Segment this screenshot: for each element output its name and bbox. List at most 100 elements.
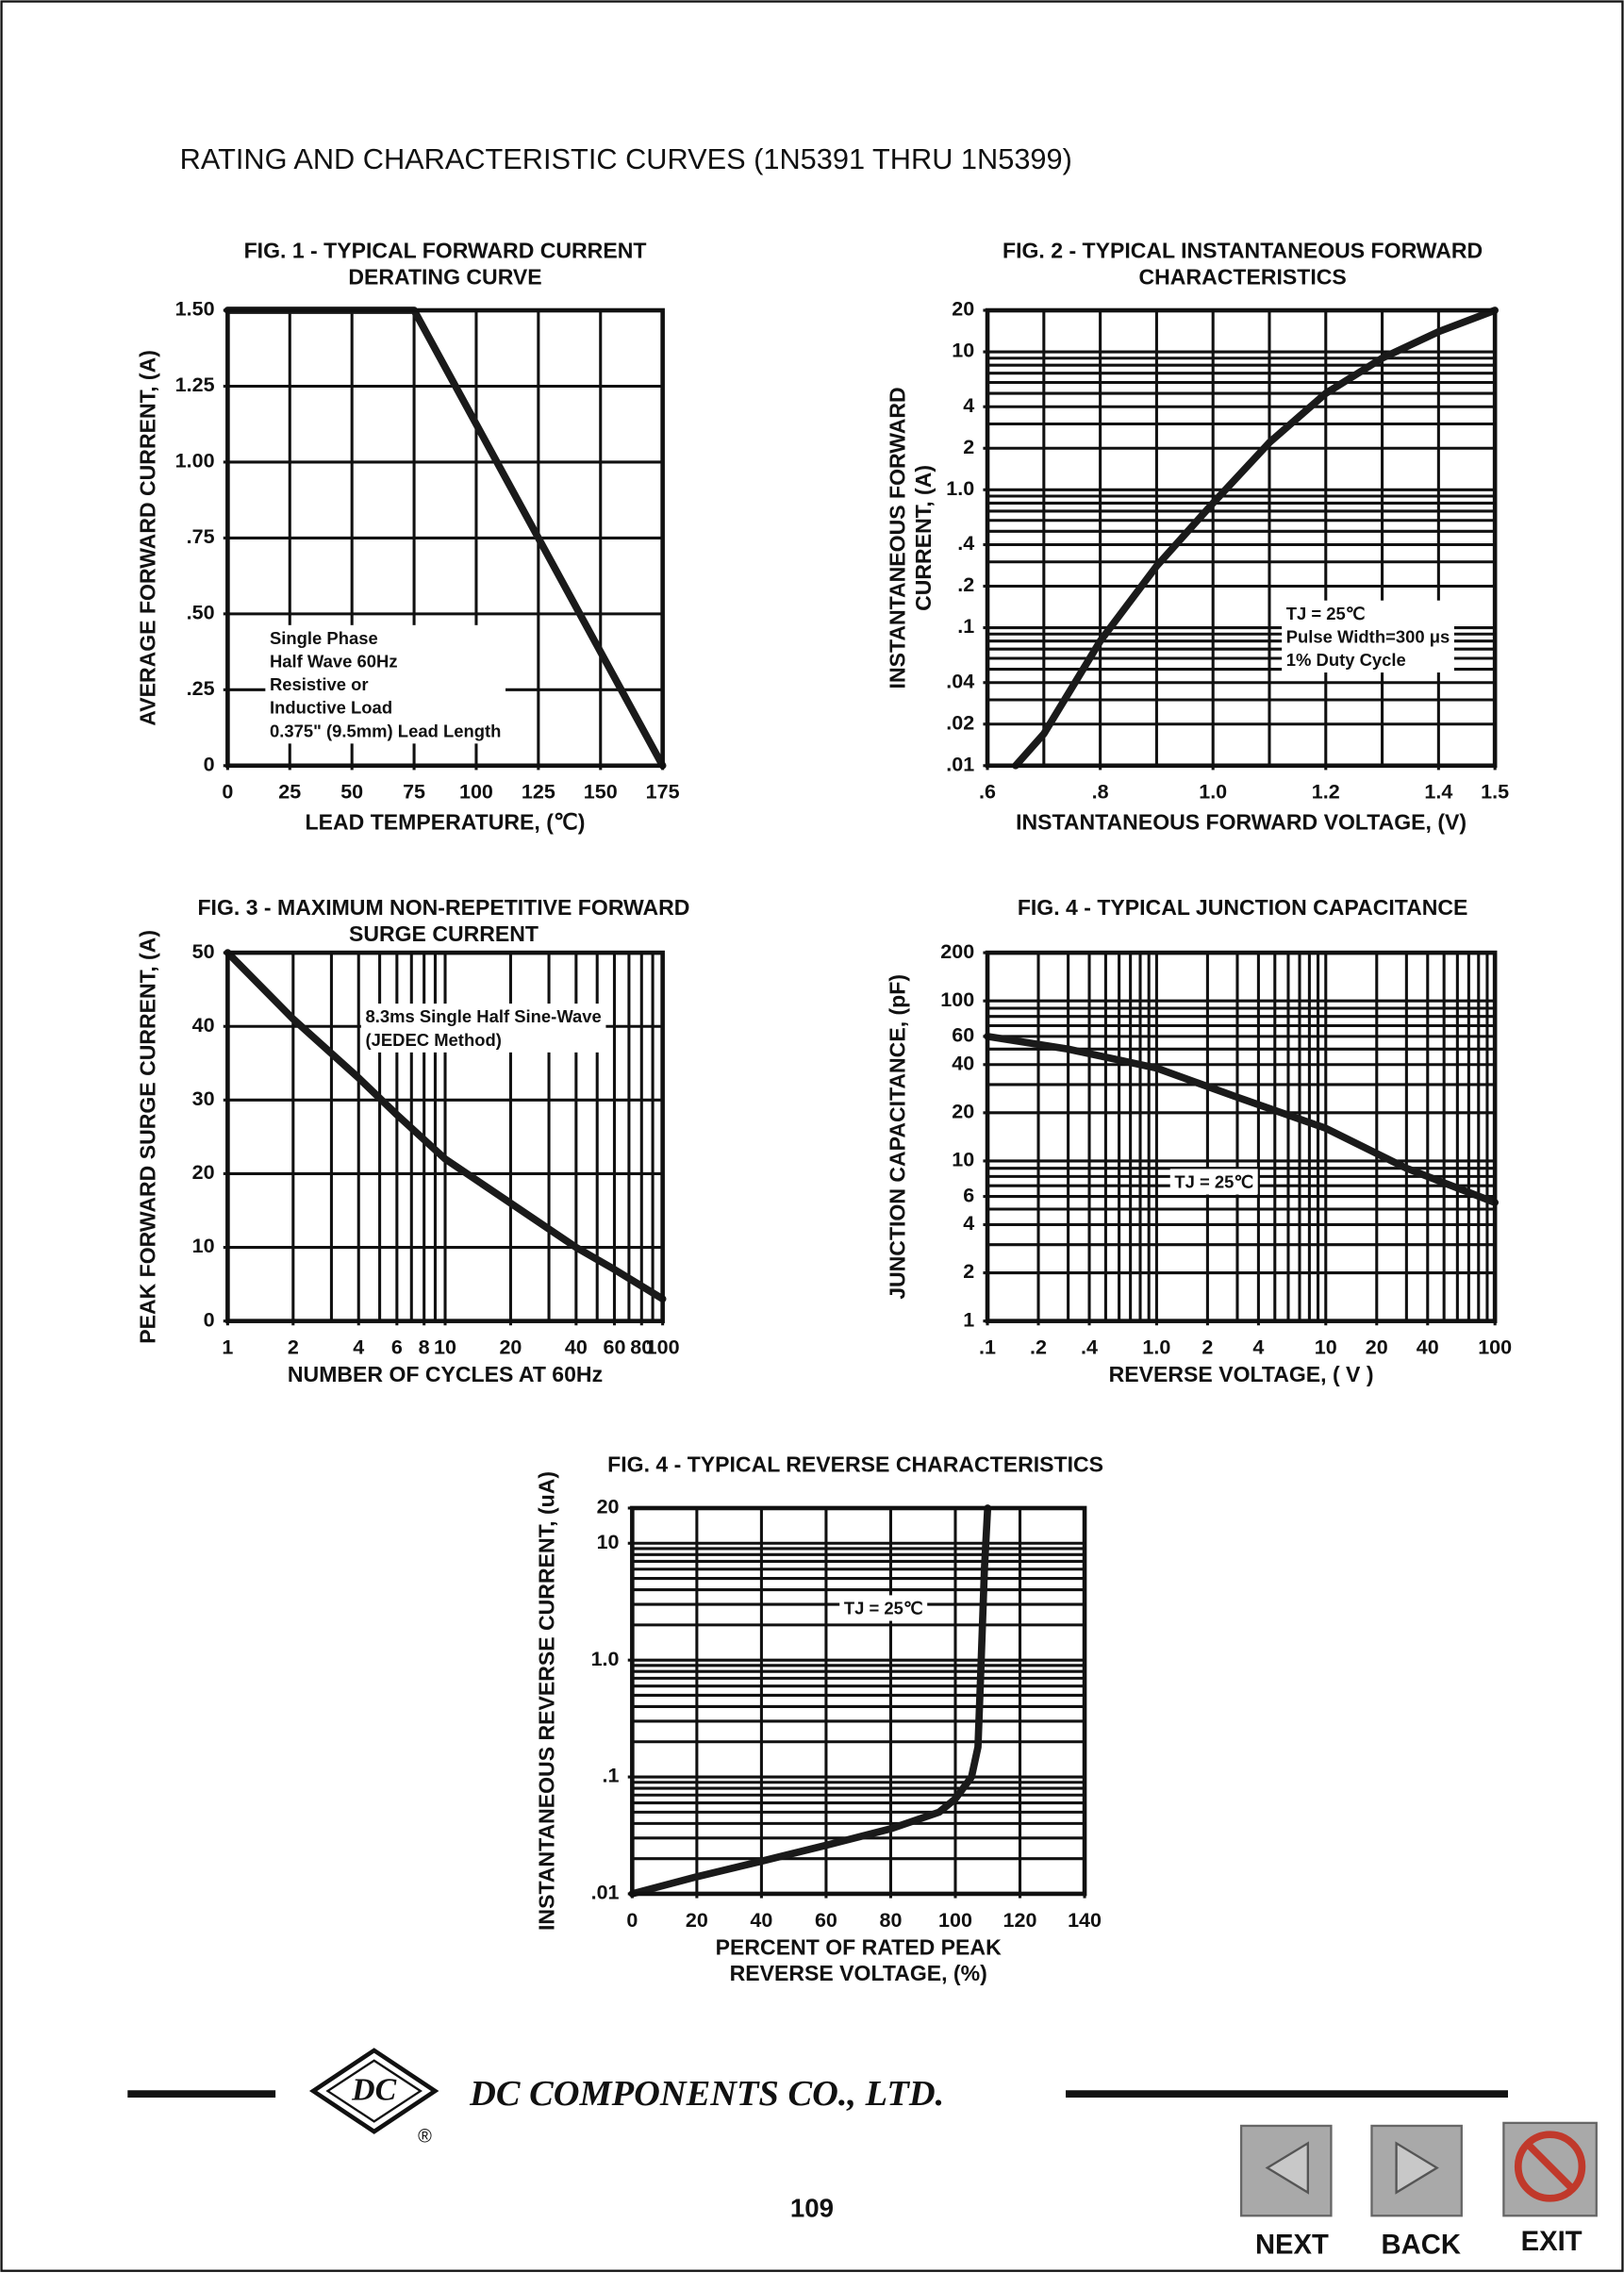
- x-tick-label: 40: [565, 1336, 588, 1359]
- y-tick-label: .1: [603, 1765, 620, 1787]
- chart-title: SURGE CURRENT: [349, 921, 539, 946]
- y-tick-label: .2: [957, 573, 974, 596]
- right-arrow[interactable]: [1395, 2141, 1439, 2195]
- chart-title: FIG. 4 - TYPICAL JUNCTION CAPACITANCE: [1018, 895, 1468, 920]
- next-button[interactable]: NEXT: [1239, 2124, 1333, 2260]
- annotation-text: 1% Duty Cycle: [1286, 650, 1406, 670]
- y-tick-label: 20: [952, 1101, 974, 1123]
- y-tick-label: 2: [963, 436, 974, 458]
- y-tick-label: 20: [192, 1161, 215, 1184]
- x-tick-label: 1.2: [1312, 781, 1340, 804]
- y-tick-label: .50: [187, 602, 215, 624]
- y-tick-label: 2: [963, 1260, 974, 1283]
- annotation-text: Half Wave 60Hz: [270, 652, 398, 672]
- back-button[interactable]: BACK: [1370, 2124, 1463, 2260]
- x-tick-label: 4: [353, 1336, 364, 1359]
- curve: [628, 1504, 992, 1898]
- x-tick-label: 75: [403, 781, 425, 804]
- y-axis-label: INSTANTANEOUS FORWARD: [885, 387, 909, 689]
- y-tick-label: .4: [957, 532, 974, 555]
- x-tick-label: 2: [1201, 1336, 1213, 1359]
- plot-frame: [985, 307, 1498, 769]
- x-tick-label: 1.0: [1142, 1336, 1170, 1359]
- x-axis-label: LEAD TEMPERATURE, (℃): [306, 809, 586, 834]
- page-number: 109: [790, 2193, 834, 2222]
- annotation-text: 8.3ms Single Half Sine-Wave: [365, 1006, 601, 1026]
- y-tick-label: 200: [940, 940, 974, 963]
- y-tick-label: 0: [204, 1308, 215, 1331]
- x-tick-label: 175: [646, 781, 680, 804]
- annotation-text: Inductive Load: [270, 698, 392, 718]
- x-tick-label: 120: [1003, 1909, 1037, 1932]
- x-tick-label: 1.4: [1424, 781, 1452, 804]
- y-tick-label: .01: [591, 1882, 620, 1904]
- chart: TJ = 25℃ Pulse Width=300 μs 1% Duty Cycle.…: [885, 239, 1509, 835]
- x-tick-label: .1: [979, 1336, 996, 1359]
- x-tick-label: 0: [222, 781, 233, 804]
- x-tick-label: 8: [419, 1336, 430, 1359]
- y-tick-label: 10: [192, 1235, 215, 1257]
- exit-slash[interactable]: [1524, 2140, 1576, 2193]
- y-tick-label: 6: [963, 1184, 974, 1206]
- x-tick-label: 10: [1315, 1336, 1337, 1359]
- y-tick-label: .25: [187, 677, 215, 700]
- button-face[interactable]: [1370, 2124, 1463, 2217]
- x-axis-label: REVERSE VOLTAGE, (%): [730, 1961, 987, 1985]
- left-arrow[interactable]: [1265, 2141, 1309, 2195]
- logo-diamond-inner: [325, 2059, 423, 2123]
- chart-title: FIG. 4 - TYPICAL REVERSE CHARACTERISTICS: [607, 1452, 1103, 1476]
- y-tick-label: 50: [192, 940, 215, 963]
- button-label[interactable]: BACK: [1382, 2230, 1461, 2260]
- annotation-background: [839, 1595, 928, 1621]
- x-tick-label: .4: [1081, 1336, 1098, 1359]
- x-axis-label: REVERSE VOLTAGE, ( V ): [1109, 1362, 1374, 1386]
- annotation-text: Single Phase: [270, 628, 378, 648]
- button-label[interactable]: EXIT: [1521, 2227, 1583, 2257]
- x-tick-label: 20: [1366, 1336, 1388, 1359]
- button-label[interactable]: NEXT: [1255, 2230, 1329, 2260]
- x-tick-label: 6: [391, 1336, 403, 1359]
- plot-frame: [985, 950, 1498, 1323]
- y-tick-label: .04: [946, 670, 974, 692]
- chart-title: FIG. 3 - MAXIMUM NON-REPETITIVE FORWARD: [197, 895, 689, 920]
- plot-frame: [630, 1505, 1087, 1897]
- annotation-text: 0.375" (9.5mm) Lead Length: [270, 721, 501, 740]
- y-tick-label: 1.25: [175, 373, 215, 396]
- x-tick-label: .6: [979, 781, 996, 804]
- annotation-text: Pulse Width=300 μs: [1286, 626, 1450, 646]
- annotation-text: TJ = 25℃: [1286, 604, 1366, 623]
- x-tick-label: .2: [1030, 1336, 1047, 1359]
- y-tick-label: .75: [187, 525, 215, 548]
- x-axis-label: INSTANTANEOUS FORWARD VOLTAGE, (V): [1016, 809, 1467, 834]
- x-tick-label: 10: [434, 1336, 456, 1359]
- x-tick-label: 100: [646, 1336, 680, 1359]
- annotation-text: Resistive or: [270, 674, 369, 694]
- y-tick-label: 1.00: [175, 450, 215, 473]
- x-tick-label: 2: [288, 1336, 299, 1359]
- curve: [984, 1033, 1499, 1206]
- x-tick-label: 60: [604, 1336, 626, 1359]
- x-tick-label: 0: [626, 1909, 638, 1932]
- annotation: TJ = 25℃ Pulse Width=300 μs 1% Duty Cycle: [1282, 600, 1454, 673]
- annotation: TJ = 25℃: [839, 1595, 928, 1621]
- y-tick-label: .1: [957, 615, 974, 638]
- y-tick-label: 60: [952, 1024, 974, 1047]
- annotation-text: TJ = 25℃: [1174, 1171, 1253, 1191]
- page-title: RATING AND CHARACTERISTIC CURVES (1N5391…: [180, 142, 1072, 175]
- y-axis-label: CURRENT, (A): [911, 465, 936, 611]
- chart-title: DERATING CURVE: [348, 264, 541, 289]
- logo-text: DC: [351, 2072, 396, 2107]
- chart-title: FIG. 2 - TYPICAL INSTANTANEOUS FORWARD: [1003, 239, 1483, 263]
- annotation-text: TJ = 25℃: [844, 1598, 923, 1618]
- y-tick-label: 1: [963, 1308, 974, 1331]
- curve: [1012, 307, 1499, 770]
- y-tick-label: 4: [963, 394, 974, 417]
- x-tick-label: 100: [938, 1909, 972, 1932]
- x-tick-label: 4: [1252, 1336, 1264, 1359]
- plot-area: [987, 953, 1496, 1321]
- exit-circle[interactable]: [1514, 2131, 1586, 2202]
- exit-button[interactable]: EXIT: [1502, 2121, 1598, 2257]
- y-tick-label: 20: [952, 298, 974, 321]
